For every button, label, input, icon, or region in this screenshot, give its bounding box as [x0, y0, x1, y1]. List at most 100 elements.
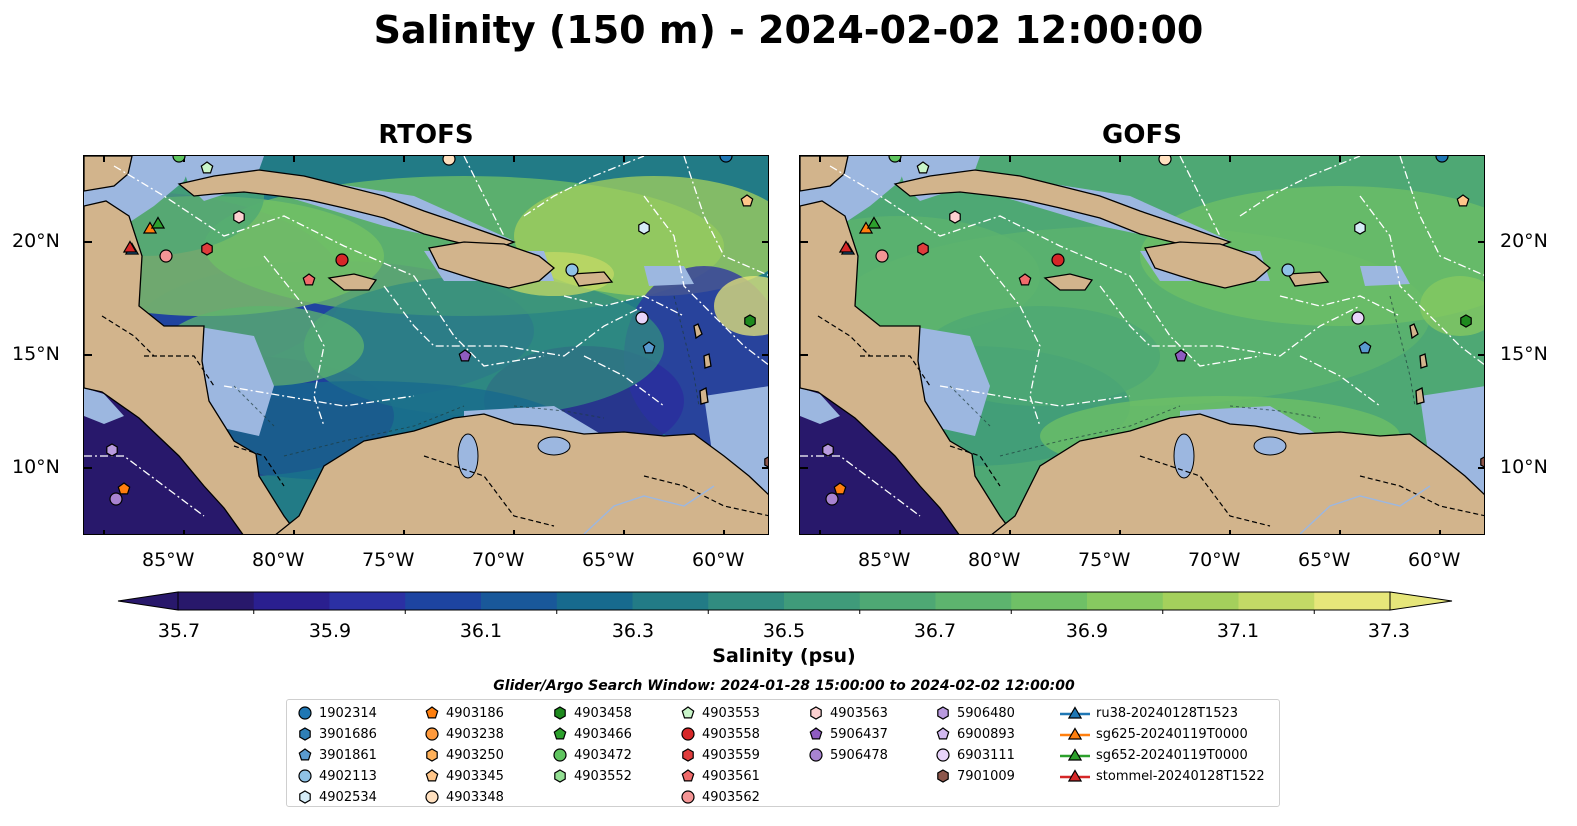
legend-entry: 4903250 — [424, 746, 504, 764]
glider-marker-stommel-20240128T1522[interactable] — [122, 240, 138, 253]
float-marker-4903553[interactable] — [200, 161, 214, 174]
legend-marker[interactable] — [425, 727, 439, 741]
float-marker-4903345[interactable] — [740, 194, 754, 207]
legend-marker[interactable] — [298, 748, 312, 761]
glider-marker-stommel-20240128T1522[interactable] — [838, 240, 854, 253]
legend-marker[interactable] — [681, 727, 695, 741]
legend-marker[interactable] — [298, 706, 312, 720]
legend-marker[interactable] — [936, 748, 950, 762]
legend-marker[interactable] — [1067, 727, 1083, 740]
legend-marker[interactable] — [937, 769, 949, 783]
float-marker-6903111[interactable] — [635, 311, 649, 325]
bathymetry-contour — [1229, 405, 1321, 419]
figure-title: Salinity (150 m) - 2024-02-02 12:00:00 — [373, 8, 1204, 52]
legend-marker[interactable] — [936, 727, 950, 740]
float-marker-4903553[interactable] — [916, 161, 930, 174]
float-marker-5906478[interactable] — [825, 492, 839, 506]
glider-marker-sg652-20240119T0000[interactable] — [866, 216, 882, 229]
float-marker-4903348[interactable] — [442, 156, 456, 166]
legend-marker[interactable] — [1067, 769, 1083, 782]
colorbar-segment — [1238, 592, 1315, 610]
legend-marker[interactable] — [1067, 706, 1083, 719]
float-marker-5906480[interactable] — [106, 443, 118, 457]
legend-marker[interactable] — [681, 706, 695, 719]
float-marker-6903111[interactable] — [1351, 311, 1365, 325]
legend-marker[interactable] — [681, 790, 695, 804]
legend-entry: 4903553 — [680, 704, 760, 722]
legend-marker[interactable] — [426, 748, 438, 762]
land — [703, 353, 712, 369]
legend-marker-icon — [1060, 706, 1090, 719]
legend-marker[interactable] — [554, 769, 566, 783]
float-marker-5906480[interactable] — [822, 443, 834, 457]
rtofs-map[interactable] — [83, 155, 769, 535]
legend-marker[interactable] — [809, 748, 823, 762]
legend-marker-icon — [937, 769, 949, 783]
legend-entry: 4902113 — [297, 767, 377, 785]
legend-marker[interactable] — [425, 769, 439, 782]
float-marker-4903563[interactable] — [233, 210, 245, 224]
float-marker-4903563[interactable] — [949, 210, 961, 224]
float-marker-3901861[interactable] — [1358, 341, 1372, 354]
colorbar-segment — [329, 592, 406, 610]
eez-line — [84, 455, 205, 517]
legend-marker[interactable] — [681, 769, 695, 782]
legend-entry: 4903563 — [808, 704, 888, 722]
gofs-map[interactable] — [799, 155, 1485, 535]
eez-line — [463, 156, 505, 237]
float-marker-4903186[interactable] — [833, 482, 847, 495]
float-marker-5906478[interactable] — [109, 492, 123, 506]
legend-marker[interactable] — [553, 748, 567, 762]
float-marker-5906437[interactable] — [458, 349, 472, 362]
legend-marker[interactable] — [299, 790, 311, 804]
legend-marker[interactable] — [425, 790, 439, 804]
legend-marker[interactable] — [937, 706, 949, 720]
float-marker-1902314[interactable] — [719, 156, 733, 163]
legend-label: 6900893 — [957, 726, 1015, 742]
float-marker-4903345[interactable] — [1456, 194, 1470, 207]
float-marker-4903472[interactable] — [172, 156, 186, 163]
float-marker-5906437[interactable] — [1174, 349, 1188, 362]
colorbar-tick: 37.3 — [1367, 620, 1411, 642]
legend-marker[interactable] — [553, 727, 567, 740]
float-marker-4902534[interactable] — [1354, 221, 1366, 235]
float-marker-4903458[interactable] — [1460, 314, 1472, 328]
float-marker-4903558[interactable] — [335, 253, 349, 267]
float-marker-7901009[interactable] — [1480, 456, 1485, 468]
float-marker-3901861[interactable] — [642, 341, 656, 354]
legend-marker[interactable] — [554, 706, 566, 720]
lon-tick-65w-left: 65°W — [582, 549, 635, 571]
legend-marker[interactable] — [809, 727, 823, 740]
float-marker-4903348[interactable] — [1158, 156, 1172, 166]
legend-marker[interactable] — [298, 769, 312, 783]
glider-marker-sg652-20240119T0000[interactable] — [150, 216, 166, 229]
legend-marker[interactable] — [1067, 748, 1083, 761]
legend-marker[interactable] — [299, 727, 311, 741]
float-marker-7901009[interactable] — [764, 456, 769, 468]
eez-line — [979, 255, 1041, 427]
legend-entry: 4903466 — [552, 725, 632, 743]
legend-marker[interactable] — [425, 706, 439, 719]
legend-entry: 5906480 — [935, 704, 1015, 722]
float-marker-4902534[interactable] — [638, 221, 650, 235]
float-marker-4903472[interactable] — [888, 156, 902, 163]
legend-marker[interactable] — [682, 748, 694, 762]
float-marker-4903562[interactable] — [875, 249, 889, 263]
colorbar-tick: 36.7 — [913, 620, 957, 642]
legend-marker-icon — [937, 706, 949, 720]
float-marker-4902113[interactable] — [565, 263, 579, 277]
float-marker-1902314[interactable] — [1435, 156, 1449, 163]
legend-label: 1902314 — [319, 705, 377, 721]
float-marker-4903558[interactable] — [1051, 253, 1065, 267]
float-marker-4903559[interactable] — [201, 242, 213, 256]
float-marker-4902113[interactable] — [1281, 263, 1295, 277]
float-marker-4903561[interactable] — [302, 273, 316, 286]
float-marker-4903562[interactable] — [159, 249, 173, 263]
float-marker-4903559[interactable] — [917, 242, 929, 256]
float-marker-4903186[interactable] — [117, 482, 131, 495]
legend-marker[interactable] — [810, 706, 822, 720]
legend-marker-icon — [1060, 748, 1090, 761]
float-marker-4903561[interactable] — [1018, 273, 1032, 286]
lat-tick-20n-right: 20°N — [1500, 230, 1548, 252]
float-marker-4903458[interactable] — [744, 314, 756, 328]
